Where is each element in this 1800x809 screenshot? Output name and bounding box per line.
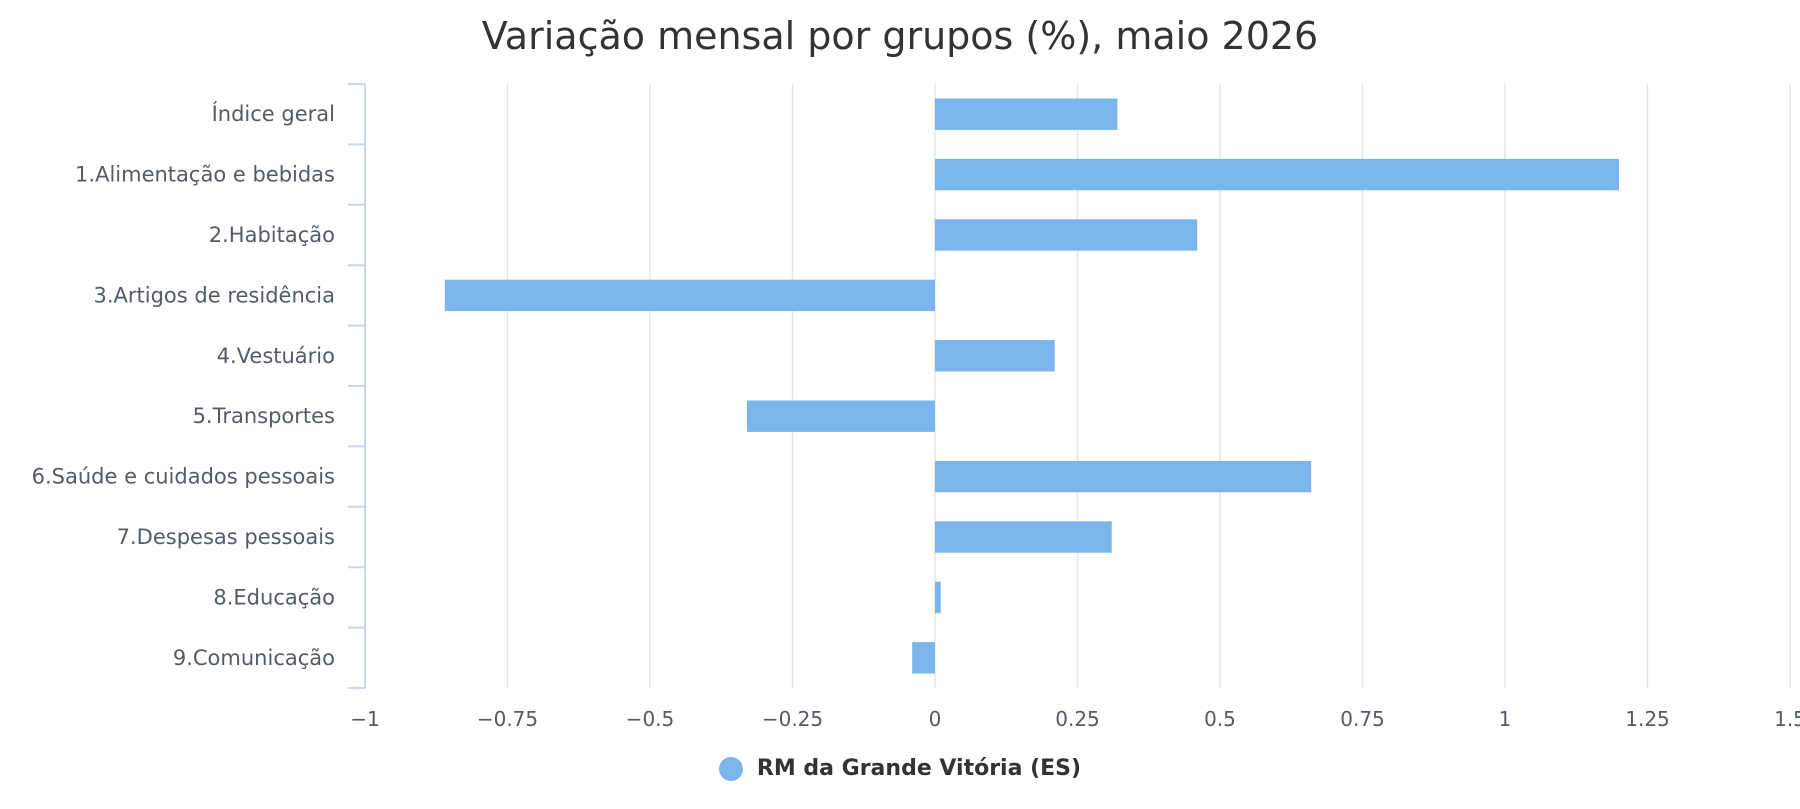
x-tick-label: 1 — [1499, 707, 1512, 731]
bar[interactable] — [912, 642, 935, 674]
bar[interactable] — [935, 340, 1055, 372]
bar[interactable] — [935, 581, 941, 614]
category-label: 4.Vestuário — [217, 344, 335, 368]
x-tick-label: −1 — [350, 707, 379, 731]
x-tick-label: 0.75 — [1340, 707, 1385, 731]
chart-title: Variação mensal por grupos (%), maio 202… — [481, 14, 1319, 58]
category-label: 9.Comunicação — [173, 646, 335, 670]
x-tick-label: 1.5 — [1774, 707, 1800, 731]
legend-marker-icon — [718, 756, 743, 781]
x-tick-label: 0 — [929, 707, 942, 731]
x-tick-label: −0.75 — [477, 707, 538, 731]
category-label: 5.Transportes — [193, 404, 335, 428]
x-tick-label: 0.5 — [1204, 707, 1236, 731]
bar[interactable] — [444, 279, 935, 312]
x-tick-label: −0.25 — [762, 707, 823, 731]
bar[interactable] — [935, 460, 1312, 493]
category-label: 2.Habitação — [209, 223, 335, 247]
bar[interactable] — [935, 219, 1198, 251]
category-label: 6.Saúde e cuidados pessoais — [32, 465, 335, 489]
x-tick-label: 0.25 — [1055, 707, 1100, 731]
bar[interactable] — [746, 400, 935, 432]
legend-label: RM da Grande Vitória (ES) — [756, 756, 1082, 781]
category-label: 3.Artigos de residência — [94, 283, 336, 307]
x-tick-label: −0.5 — [626, 707, 675, 731]
category-label: 8.Educação — [213, 585, 335, 609]
category-label: 7.Despesas pessoais — [117, 525, 335, 549]
bar[interactable] — [935, 521, 1112, 553]
category-label: Índice geral — [212, 101, 335, 126]
legend[interactable]: RM da Grande Vitória (ES) — [0, 756, 1800, 781]
category-label: 1.Alimentação e bebidas — [75, 163, 335, 187]
x-tick-label: 1.25 — [1625, 707, 1670, 731]
bar[interactable] — [935, 98, 1118, 130]
bar[interactable] — [935, 158, 1619, 191]
